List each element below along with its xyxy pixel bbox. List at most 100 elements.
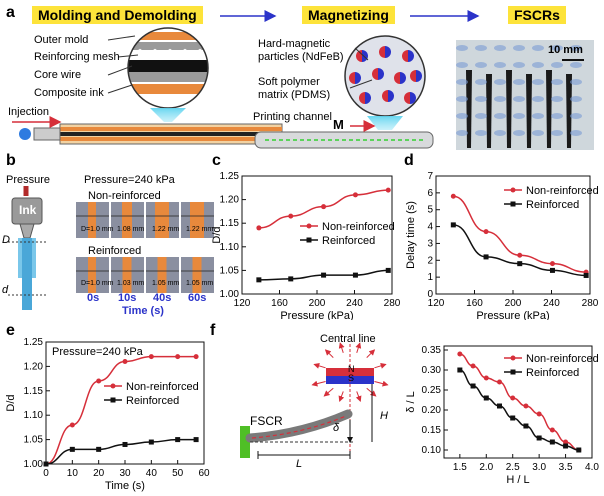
legend-label: Non-reinforced	[322, 221, 395, 233]
x-tick-label: 280	[384, 298, 401, 309]
legend-label: Non-reinforced	[526, 185, 599, 197]
data-point	[576, 447, 582, 453]
photo-marker	[494, 79, 506, 85]
data-point	[352, 272, 358, 278]
data-point	[122, 359, 128, 365]
field-line	[355, 342, 362, 353]
data-point	[536, 411, 542, 417]
photo-marker	[456, 113, 468, 119]
non-reinforced-frame	[181, 202, 214, 238]
photo-marker	[456, 45, 468, 51]
plot-frame	[443, 345, 593, 459]
data-point	[483, 229, 489, 235]
y-tick-label: 0.20	[422, 405, 442, 416]
x-tick-label: 200	[309, 298, 326, 309]
series-line-reinforced	[453, 224, 587, 277]
mold-cross-section	[107, 27, 209, 122]
y-tick-label: 1.05	[24, 435, 44, 446]
data-point	[563, 439, 569, 445]
y-tick-label: 0.10	[422, 445, 442, 456]
photo-marker	[494, 96, 506, 102]
label-magnetization-M: M	[333, 117, 344, 132]
label-hard-magnetic-1: Hard-magnetic	[258, 38, 331, 50]
y-tick-label: 6	[427, 188, 433, 199]
y-tick-label: 1.00	[220, 289, 240, 300]
photo-marker	[532, 62, 544, 68]
legend-label: Non-reinforced	[126, 381, 199, 393]
injection-tube	[12, 116, 283, 145]
data-point	[549, 267, 555, 273]
data-point	[497, 379, 502, 385]
x-tick-label: 40	[146, 468, 158, 479]
data-point	[175, 354, 181, 360]
panel-c-label: c	[212, 152, 221, 169]
data-point	[483, 395, 489, 401]
label-N: N	[348, 364, 355, 374]
x-tick-label: 240	[543, 298, 560, 309]
label-ink: Ink	[19, 203, 37, 217]
photo-marker	[570, 79, 582, 85]
x-tick-label: 2.5	[506, 462, 520, 473]
photo-marker	[513, 113, 525, 119]
fscr-strip	[466, 70, 472, 148]
y-tick-label: 1.25	[24, 337, 44, 348]
series-line-reinforced	[459, 369, 579, 451]
series-line-non-reinforced	[459, 353, 579, 451]
photo-marker	[475, 113, 487, 119]
nr-ratio-3: 1.22 mm	[186, 226, 214, 233]
r-ratio-0: D=1.0 mm	[81, 280, 114, 287]
data-point	[288, 213, 294, 219]
data-point	[510, 395, 516, 401]
photo-marker	[532, 113, 544, 119]
y-tick-label: 7	[427, 171, 433, 182]
y-tick-label: 1.05	[220, 265, 240, 276]
panel-f-diagram	[240, 342, 389, 459]
magnetic-particle	[394, 72, 406, 84]
data-point	[583, 272, 589, 278]
photo-marker	[513, 130, 525, 136]
label-soft-polymer-1: Soft polymer	[258, 76, 320, 88]
nr-ratio-1: 1.08 mm	[117, 226, 145, 233]
panel-f-label: f	[210, 322, 216, 339]
data-point	[523, 403, 529, 409]
x-tick-label: 30	[119, 468, 131, 479]
field-line	[338, 342, 345, 353]
data-point	[563, 443, 569, 449]
x-tick-label: 2.0	[479, 462, 493, 473]
panel-e-label: e	[6, 322, 15, 339]
legend-label: Reinforced	[526, 199, 579, 211]
fscr-strip	[506, 70, 512, 148]
time-0: 0s	[87, 292, 100, 304]
time-40: 40s	[153, 292, 172, 304]
chart-c: 1.00 1.05 1.10 1.15 1.20 1.25 120 160 200 240 280 P…	[211, 171, 401, 320]
reinforced-frame	[181, 257, 214, 293]
magnetic-particle	[404, 92, 416, 104]
reinforced-frame	[146, 257, 179, 293]
y-tick-label: 0.35	[422, 345, 442, 356]
data-point	[517, 261, 523, 267]
data-point	[321, 204, 327, 210]
photo-marker	[494, 130, 506, 136]
legend-label: Reinforced	[322, 235, 375, 247]
legend-label: Reinforced	[126, 395, 179, 407]
field-line	[313, 362, 326, 369]
reinforced-frame	[111, 257, 144, 293]
field-line	[374, 380, 389, 387]
photo-marker	[551, 96, 563, 102]
data-point	[549, 427, 555, 433]
photo-marker	[475, 45, 487, 51]
y-tick-label: 4	[427, 222, 433, 233]
label-fscr: FSCR	[250, 414, 283, 428]
data-point	[96, 378, 102, 384]
data-point	[148, 354, 154, 360]
r-ratio-1: 1.03 mm	[117, 280, 145, 287]
y-tick-label: 0	[427, 289, 433, 300]
magnetized-cross-section	[344, 35, 426, 130]
panel-d-label: d	[404, 152, 414, 169]
data-point	[385, 187, 391, 193]
step-fscrs-header: FSCRs	[508, 6, 566, 24]
x-tick-label: 10	[67, 468, 79, 479]
x-axis-label: Pressure (kPa)	[280, 310, 353, 320]
magnetic-particle	[359, 92, 371, 104]
label-delta: δ	[333, 422, 340, 434]
